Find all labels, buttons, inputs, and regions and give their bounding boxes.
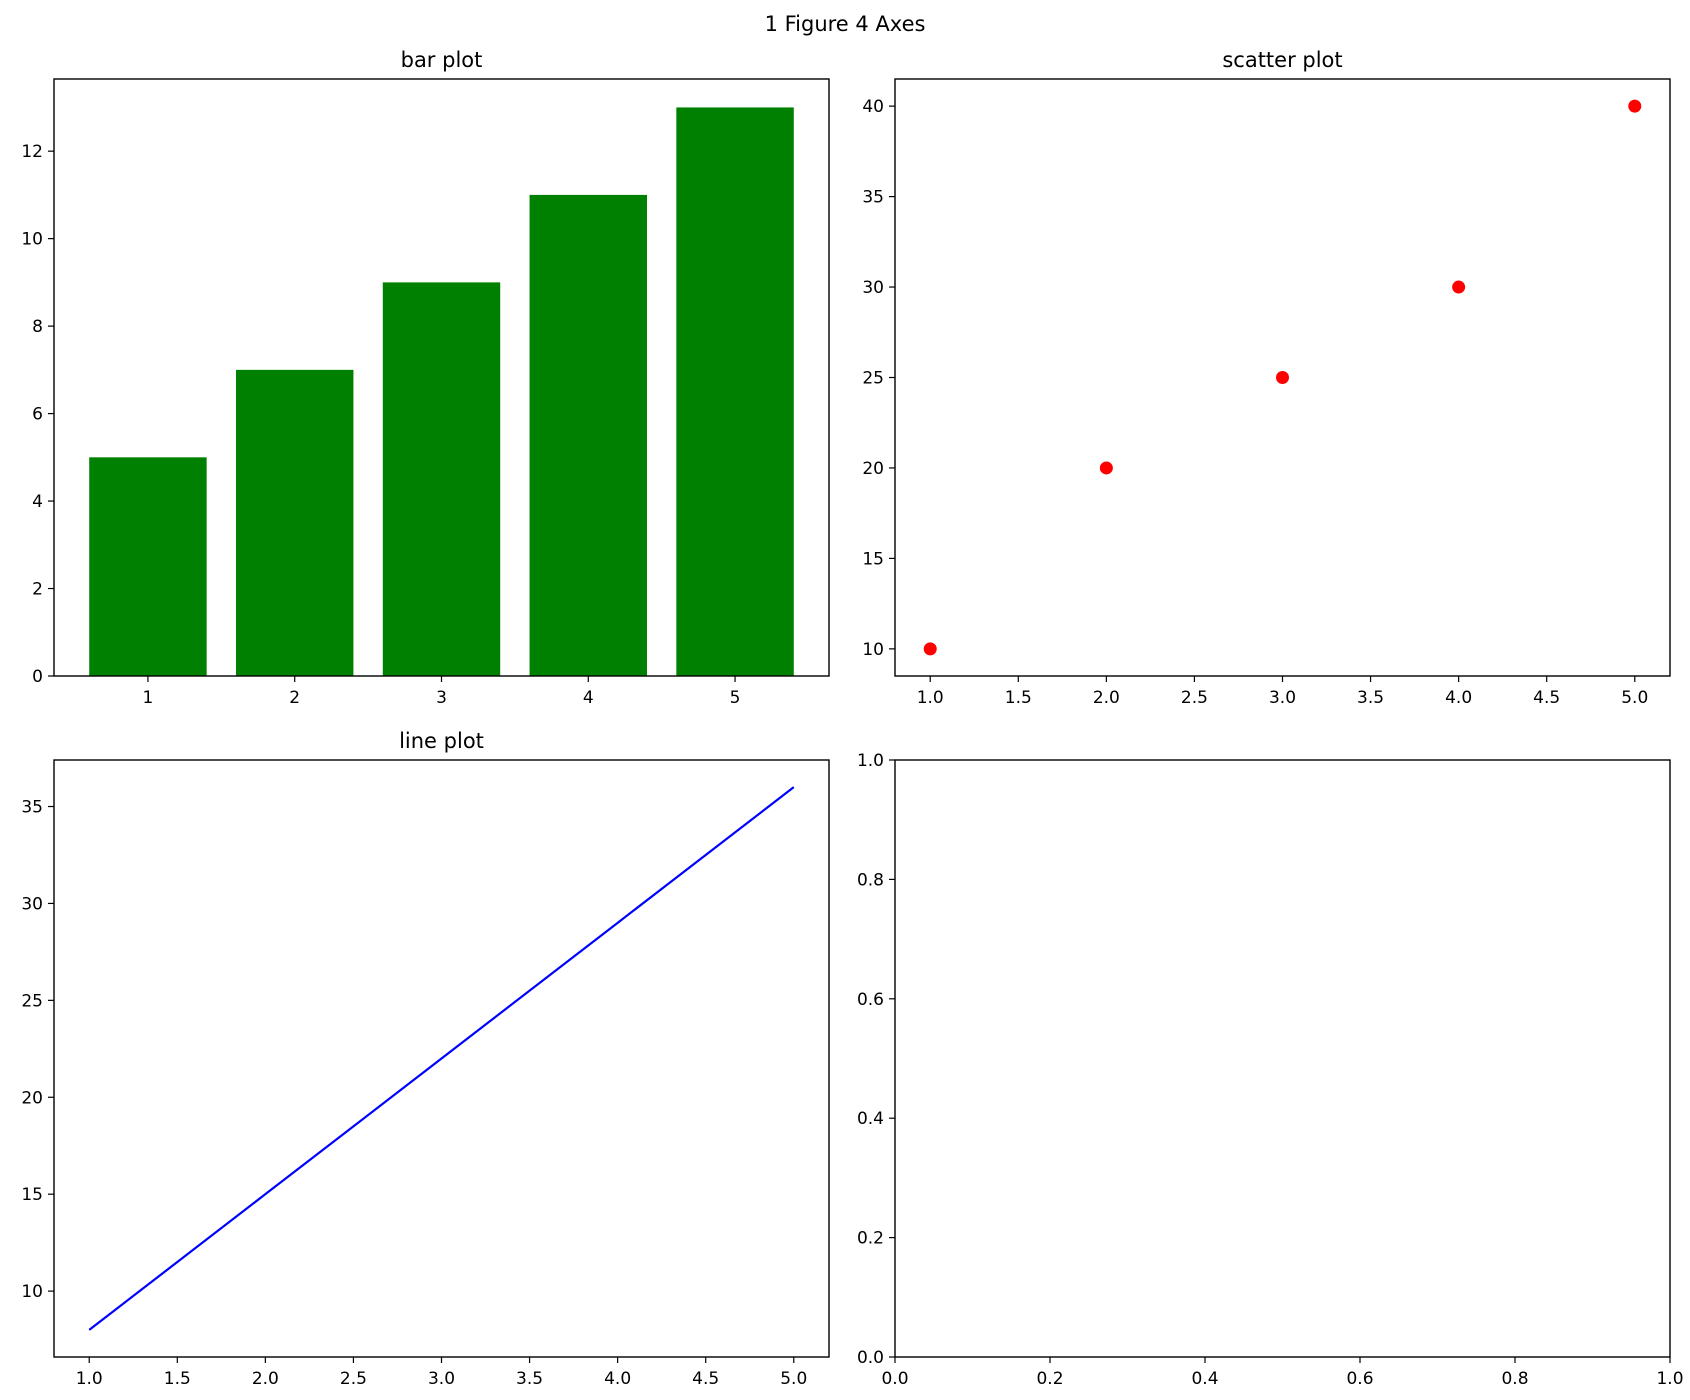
y-tick-label-4: 4 [32,492,43,512]
y-tick-label-8: 8 [32,317,43,337]
x-tick-label-0-0: 0.0 [881,1369,908,1389]
x-tick-label-4-0: 4.0 [604,1369,631,1389]
x-tick-label-1-0: 1.0 [917,688,944,708]
x-tick-label-4-0: 4.0 [1445,688,1472,708]
y-tick-label-20: 20 [21,1088,43,1108]
axes-line-plot: line plot 1.0 1.5 2.0 2.5 3.0 3.5 4.0 4.5 5.0 10 15… [21,729,830,1389]
axes-scatter-plot: scatter plot 1.0 1.5 2.0 2.5 3.0 3.5 4.0 4.5 5.0 1… [862,48,1671,708]
x-tick-label-3-0: 3.0 [428,1369,455,1389]
x-tick-label-3-5: 3.5 [1357,688,1384,708]
y-tick-label-20: 20 [862,459,884,479]
axes-frame [894,759,1671,1358]
y-tick-label-0-0: 0.0 [857,1348,884,1368]
x-tick-label-0-2: 0.2 [1036,1369,1063,1389]
axes-empty: 0.0 0.2 0.4 0.6 0.8 1.0 0.0 0.2 0.4 0.6 0.8 1.0 [857,751,1684,1389]
axes-title: bar plot [401,48,483,72]
x-tick-label-5-0: 5.0 [780,1369,807,1389]
axes-title: line plot [399,729,484,753]
scatter-point-1 [923,642,937,656]
y-tick-label-0: 0 [32,667,43,687]
bar-3 [382,282,501,676]
y-tick-label-1-0: 1.0 [857,751,884,771]
y-tick-label-10: 10 [862,640,884,660]
y-tick-label-30: 30 [21,894,43,914]
y-tick-label-0-4: 0.4 [857,1109,884,1129]
bar-1 [89,457,207,676]
y-tick-label-15: 15 [862,549,884,569]
line-series [88,786,795,1331]
y-tick-label-0-8: 0.8 [857,870,884,890]
bar-5 [676,107,794,676]
x-tick-label-1-0: 1.0 [1656,1369,1683,1389]
y-tick-label-0-2: 0.2 [857,1229,884,1249]
scatter-point-2 [1099,461,1113,475]
scatter-point-4 [1452,280,1466,294]
x-tick-label-0-4: 0.4 [1191,1369,1218,1389]
y-tick-label-2: 2 [32,580,43,600]
x-tick-label-3-5: 3.5 [516,1369,543,1389]
x-tick-label-2-5: 2.5 [1181,688,1208,708]
x-tick-label-4-5: 4.5 [1533,688,1560,708]
y-tick-label-40: 40 [862,97,884,117]
figure-suptitle: 1 Figure 4 Axes [765,12,926,36]
bar-4 [529,194,647,676]
y-tick-label-6: 6 [32,405,43,425]
y-tick-label-12: 12 [21,142,43,162]
bar-2 [236,369,354,676]
x-tick-label-1-5: 1.5 [164,1369,191,1389]
y-tick-label-35: 35 [21,798,43,818]
y-tick-label-25: 25 [21,991,43,1011]
x-tick-label-4: 4 [583,688,594,708]
x-tick-label-4-5: 4.5 [692,1369,719,1389]
y-tick-label-30: 30 [862,278,884,298]
scatter-point-5 [1628,99,1642,113]
y-tick-label-10: 10 [21,1282,43,1302]
x-tick-label-1-5: 1.5 [1005,688,1032,708]
x-tick-label-3-0: 3.0 [1269,688,1296,708]
x-tick-label-0-8: 0.8 [1501,1369,1528,1389]
x-tick-label-3: 3 [436,688,447,708]
axes-title: scatter plot [1222,48,1342,72]
x-tick-label-1-0: 1.0 [76,1369,103,1389]
x-tick-label-2-5: 2.5 [340,1369,367,1389]
x-tick-label-1: 1 [143,688,154,708]
y-tick-label-35: 35 [862,188,884,208]
x-tick-label-2-0: 2.0 [252,1369,279,1389]
x-tick-label-5-0: 5.0 [1621,688,1648,708]
scatter-point-3 [1276,371,1289,384]
x-tick-label-5: 5 [730,688,741,708]
y-tick-label-15: 15 [21,1185,43,1205]
y-tick-label-25: 25 [862,369,884,389]
x-tick-label-2-0: 2.0 [1093,688,1120,708]
x-tick-label-0-6: 0.6 [1346,1369,1373,1389]
y-tick-label-0-6: 0.6 [857,990,884,1010]
y-tick-label-10: 10 [21,230,43,250]
x-tick-label-2: 2 [289,688,300,708]
